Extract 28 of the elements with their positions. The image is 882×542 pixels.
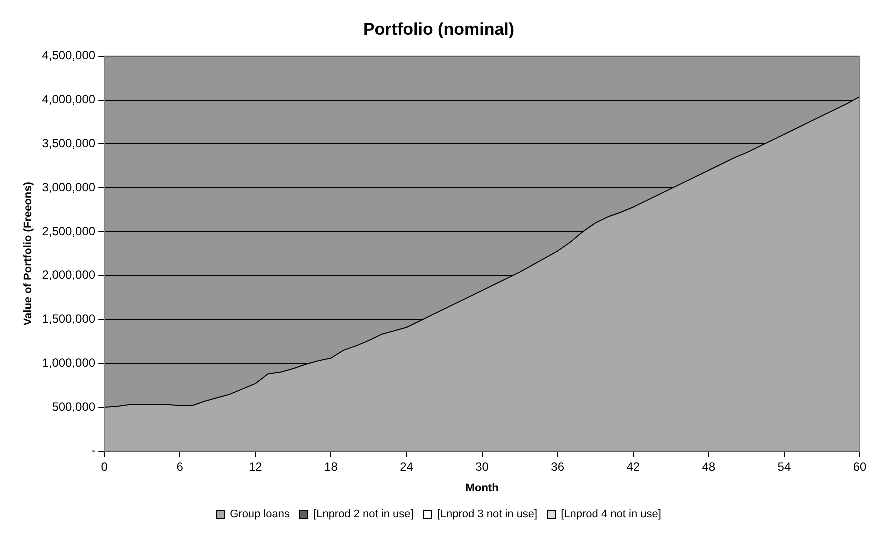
- y-tick-label: 1,500,000: [42, 312, 96, 326]
- y-tick-label: 3,500,000: [42, 136, 96, 150]
- y-axis-title: Value of Portfolio (Freeons): [22, 182, 35, 326]
- y-tick-label: 2,000,000: [42, 268, 96, 282]
- y-tick-label: -: [92, 444, 96, 458]
- y-tick-label: 1,000,000: [42, 356, 96, 370]
- legend-label: [Lnprod 2 not in use]: [314, 508, 414, 521]
- x-tick-label: 18: [324, 460, 338, 474]
- legend-label: [Lnprod 4 not in use]: [561, 508, 662, 521]
- x-tick-label: 42: [626, 460, 640, 474]
- y-tick-label: 3,000,000: [42, 180, 96, 194]
- y-tick-label: 500,000: [52, 400, 96, 414]
- y-tick-label: 4,500,000: [42, 48, 96, 63]
- legend-label: [Lnprod 3 not in use]: [437, 508, 538, 521]
- x-tick-label: 54: [778, 460, 792, 474]
- y-tick-label: 2,500,000: [42, 224, 96, 238]
- x-tick-label: 0: [101, 460, 108, 474]
- legend-label: Group loans: [230, 508, 291, 521]
- x-tick-label: 60: [853, 460, 867, 474]
- chart-title: Portfolio (nominal): [363, 20, 515, 39]
- y-tick-label: 4,000,000: [42, 92, 96, 107]
- x-tick-label: 24: [400, 460, 414, 474]
- x-tick-label: 12: [248, 460, 263, 474]
- x-tick-label: 6: [176, 460, 184, 474]
- x-tick-label: 48: [702, 460, 716, 474]
- x-tick-label: 30: [476, 460, 490, 474]
- x-axis-title: Month: [466, 482, 500, 494]
- x-tick-label: 36: [551, 460, 565, 474]
